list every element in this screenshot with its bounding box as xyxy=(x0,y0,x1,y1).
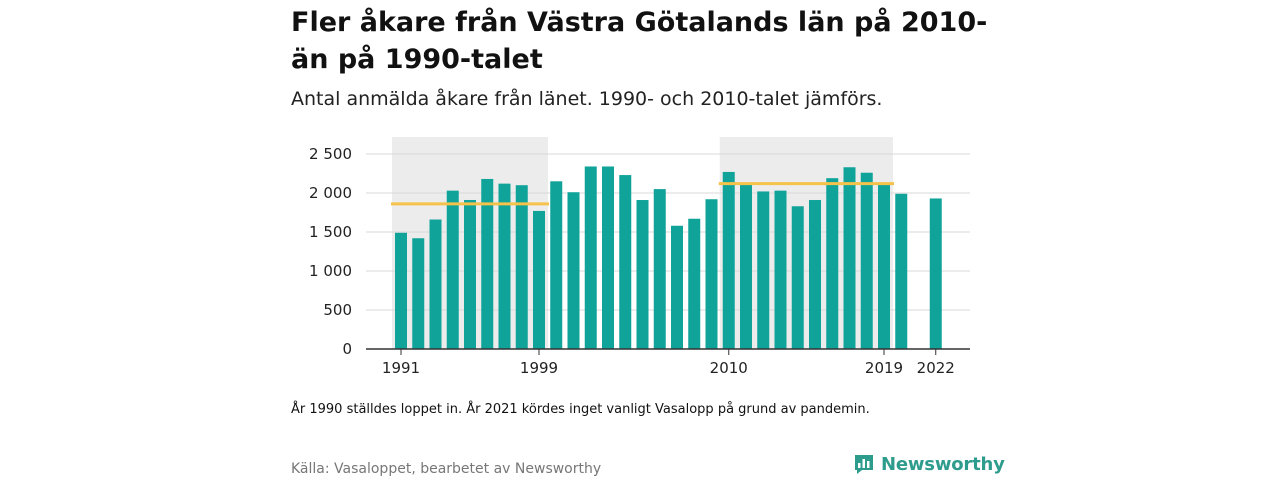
page-title: Fler åkare från Västra Götalands län på … xyxy=(291,7,988,75)
bar-1992 xyxy=(412,238,425,349)
bar-2002 xyxy=(584,166,597,349)
bar-2010 xyxy=(722,171,735,349)
chart-subtitle: Antal anmälda åkare från länet. 1990- oc… xyxy=(291,88,883,110)
bar-1994 xyxy=(446,190,459,349)
bar-1998 xyxy=(515,185,528,349)
bar-2006 xyxy=(653,189,666,349)
bar-2004 xyxy=(619,175,632,349)
y-tick-label: 2 000 xyxy=(309,184,352,202)
bar-1999 xyxy=(533,210,545,349)
x-tick-label: 2019 xyxy=(865,359,903,377)
bar-2016 xyxy=(826,178,839,349)
y-tick-label: 2 500 xyxy=(309,145,352,163)
bar-2014 xyxy=(791,206,804,349)
bar-1996 xyxy=(481,178,494,349)
bar-chart: 0 500 1 000 1 500 2 000 2 500 1991 1999 2010 2019… xyxy=(309,137,970,377)
bar-2003 xyxy=(602,166,614,349)
bar-2008 xyxy=(688,218,701,349)
bar-2012 xyxy=(757,191,770,349)
bar-1991 xyxy=(395,232,407,349)
bar-2017 xyxy=(843,167,856,349)
x-tick-label: 2022 xyxy=(917,359,955,377)
bar-2015 xyxy=(809,200,821,349)
bar-2005 xyxy=(636,200,649,349)
bar-1995 xyxy=(464,200,476,349)
x-tick-label: 1999 xyxy=(520,359,558,377)
bar-2009 xyxy=(705,199,718,349)
y-tick-label: 1 500 xyxy=(309,223,352,241)
bar-2013 xyxy=(774,190,787,349)
x-tick-label: 2010 xyxy=(710,359,748,377)
bar-2001 xyxy=(567,192,580,349)
bar-2020 xyxy=(895,193,908,349)
bar-2018 xyxy=(860,172,873,349)
y-tick-label: 1 000 xyxy=(309,262,352,280)
bar-2011 xyxy=(740,183,752,349)
bar-1997 xyxy=(498,183,511,349)
x-tick-label: 1991 xyxy=(382,359,420,377)
y-tick-label: 500 xyxy=(323,301,352,319)
bar-2019 xyxy=(878,182,890,349)
y-tick-label: 0 xyxy=(342,340,352,358)
bar-1993 xyxy=(429,219,442,349)
bar-2007 xyxy=(671,225,683,349)
bar-2000 xyxy=(550,181,563,349)
source-text: Källa: Vasaloppet, bearbetet av Newswort… xyxy=(291,461,602,477)
brand-name: Newsworthy xyxy=(881,453,1005,475)
bar-2022 xyxy=(929,198,942,349)
newsworthy-logo[interactable]: Newsworthy xyxy=(853,453,1005,475)
newsworthy-logo-icon xyxy=(855,455,873,474)
chart-note: År 1990 ställdes loppet in. År 2021 körd… xyxy=(291,402,870,417)
